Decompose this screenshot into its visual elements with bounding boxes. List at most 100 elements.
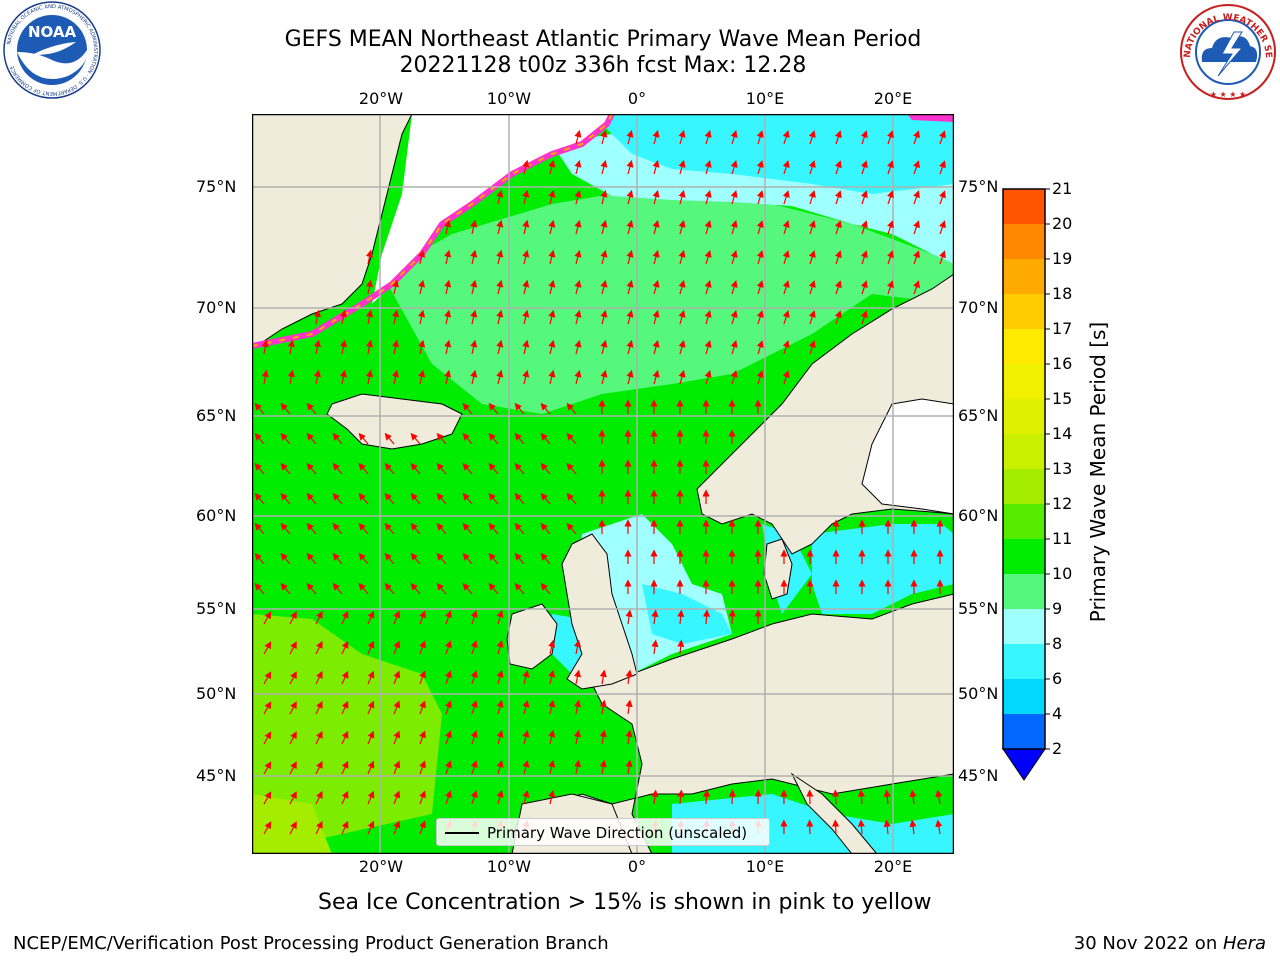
wave-arrow [470,309,478,325]
wave-arrow [339,369,348,385]
wave-arrow [599,669,607,685]
wave-arrow [254,522,265,535]
wave-arrow [341,760,349,775]
wave-arrow [488,522,499,535]
wave-arrow [651,789,659,805]
wave-arrow [832,789,840,805]
wave-arrow [834,160,842,175]
wave-arrow [514,492,525,505]
colorbar-segment [1003,574,1045,609]
wave-arrow [808,280,816,295]
lat-label-left: 65°N [196,406,237,425]
wave-arrow [678,219,686,235]
wave-arrow [834,220,842,235]
wave-arrow [540,582,551,595]
wave-arrow [496,189,504,205]
lat-label-right: 60°N [958,506,999,525]
wave-arrow [289,821,297,835]
wave-arrow [522,249,530,265]
wave-arrow [522,729,530,745]
wave-arrow [514,522,525,535]
wave-arrow [652,279,660,295]
wave-arrow [625,759,633,775]
wave-arrow [860,160,868,175]
wave-arrow [488,432,499,445]
wave-arrow [651,639,659,655]
wave-arrow [913,280,920,295]
wave-arrow [678,279,686,295]
wave-arrow [730,160,738,175]
wave-arrow [436,582,447,595]
lon-label-bottom: 20°E [873,857,913,876]
wave-arrow [462,462,473,475]
wave-arrow [652,219,660,235]
wave-arrow [939,160,946,175]
wave-arrow [496,369,504,385]
wave-arrow [887,220,894,235]
wave-arrow [540,432,551,445]
wave-arrow [496,669,504,685]
wave-arrow [939,190,946,205]
wave-arrow [418,339,426,355]
wave-arrow [315,790,323,805]
lat-label-left: 75°N [196,177,237,196]
wave-arrow [410,432,421,445]
wave-arrow [651,609,659,625]
lon-label-top: 20°W [358,89,404,108]
map-border [252,114,954,854]
wave-arrow [514,462,525,475]
wave-arrow [625,729,633,745]
wave-arrow [436,432,447,445]
nws-stars-icon: ★ ★ ★ ★ [1210,90,1246,99]
wave-arrow [462,522,473,535]
wave-arrow [514,402,525,415]
colorbar-underflow-arrow [1002,748,1046,781]
wave-arrow [522,279,530,295]
wave-arrow [289,611,297,625]
lon-label-bottom: 10°E [745,857,785,876]
wave-arrow [730,220,738,235]
wave-arrow [313,339,321,355]
wave-arrow [496,309,504,325]
wave-arrow [358,552,369,565]
wave-arrow [600,339,608,355]
wave-arrow [341,700,349,715]
wave-arrow [496,249,504,265]
noaa-logo: NOAA NATIONAL OCEANIC AND ATMOSPHERIC AD… [3,1,101,99]
lat-label-right: 70°N [958,298,999,317]
lat-label-right: 55°N [958,599,999,618]
wave-arrow [392,369,400,385]
wave-arrow [445,610,452,625]
wave-arrow [254,432,265,445]
wave-arrow [315,760,323,775]
wave-arrow [522,339,530,355]
colorbar-tick-label: 4 [1052,704,1063,723]
wave-arrow [522,759,530,775]
wave-arrow [756,250,764,265]
wave-arrow [704,130,712,145]
wave-arrow [496,219,504,235]
wave-arrow [367,820,375,835]
wave-arrow [566,492,577,505]
colorbar-tick-label: 16 [1052,354,1073,373]
wave-arrow [860,190,868,205]
wave-arrow [315,670,323,685]
wave-arrow [444,309,452,325]
wave-arrow [887,160,894,175]
wave-arrow [365,369,374,385]
wave-arrow [496,699,504,715]
wave-arrow [514,552,525,565]
wave-arrow [280,492,291,505]
colorbar-segment [1003,434,1045,469]
wave-arrow [574,189,582,205]
wave-arrow [315,700,323,715]
wave-arrow [263,671,272,685]
lat-label-left: 70°N [196,298,237,317]
wave-arrow [280,552,291,565]
wave-arrow [939,250,946,265]
wave-arrow [834,250,842,265]
wave-arrow [909,789,917,805]
wave-arrow [444,369,452,385]
wave-arrow [393,640,401,655]
wave-arrow [263,641,272,655]
